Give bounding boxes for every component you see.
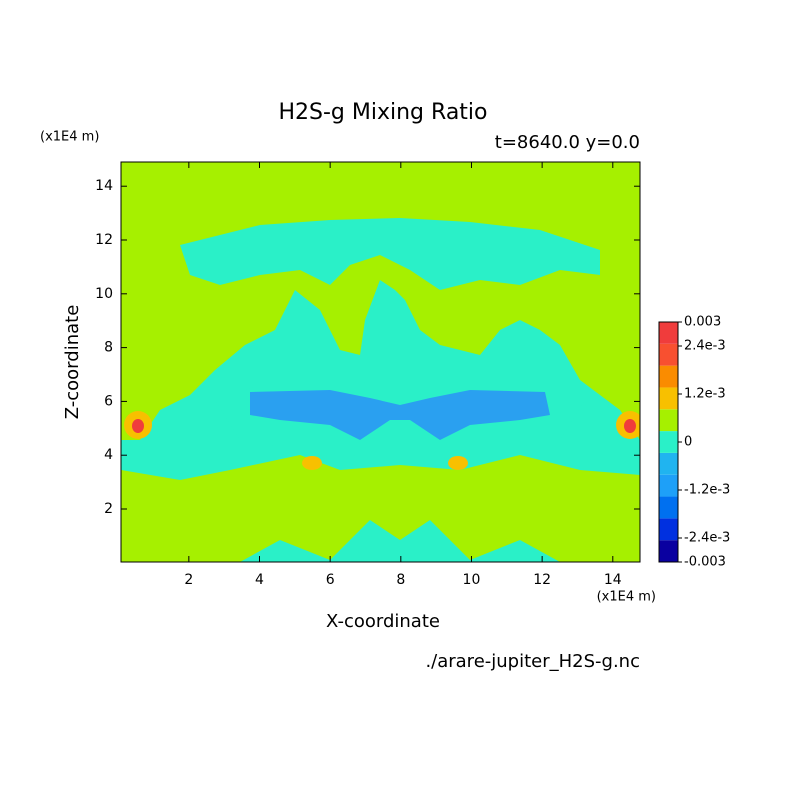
y-unit: (x1E4 m) — [40, 130, 99, 145]
contour-field — [121, 162, 640, 562]
colorbar-label: 0.003 — [684, 315, 721, 330]
colorbar-label: -1.2e-3 — [684, 483, 730, 498]
colorbar-band — [659, 387, 678, 410]
colorbar-band — [659, 322, 678, 344]
y-tick-label: 10 — [95, 286, 113, 302]
x-tick-label: 12 — [533, 572, 551, 588]
colorbar-band — [659, 496, 678, 519]
colorbar-label: -2.4e-3 — [684, 531, 730, 546]
colorbar-band — [659, 409, 678, 432]
colorbar-band — [659, 431, 678, 453]
y-tick-label: 2 — [104, 501, 113, 517]
y-tick-label: 8 — [104, 340, 113, 356]
colorbar-band — [659, 365, 678, 388]
subtitle: t=8640.0 y=0.0 — [495, 132, 640, 153]
y-tick-label: 14 — [95, 178, 113, 194]
footer: ./arare-jupiter_H2S-g.nc — [425, 651, 640, 672]
colorbar-band — [659, 343, 678, 366]
plot-frame — [120, 161, 641, 563]
x-tick-label: 4 — [255, 572, 264, 588]
x-tick-label: 8 — [396, 572, 405, 588]
y-tick-label: 4 — [104, 447, 113, 463]
colorbar-label: -0.003 — [684, 555, 726, 570]
y-tick-label: 6 — [104, 393, 113, 409]
colorbar-label: 2.4e-3 — [684, 339, 726, 354]
colorbar-label: 0 — [684, 435, 692, 450]
y-tick-label: 12 — [95, 232, 113, 248]
x-tick-label: 14 — [604, 572, 622, 588]
x-tick-label: 2 — [184, 572, 193, 588]
x-unit: (x1E4 m) — [597, 590, 656, 605]
x-tick-label: 10 — [463, 572, 481, 588]
chart-title: H2S-g Mixing Ratio — [278, 100, 487, 125]
colorbar-band — [659, 474, 678, 497]
x-axis-label: X-coordinate — [326, 611, 440, 632]
colorbar-band — [659, 518, 678, 541]
colorbar-band — [659, 452, 678, 475]
colorbar-band — [659, 540, 678, 562]
x-tick-label: 6 — [326, 572, 335, 588]
colorbar-label: 1.2e-3 — [684, 387, 726, 402]
y-axis-label: Z-coordinate — [62, 305, 83, 420]
